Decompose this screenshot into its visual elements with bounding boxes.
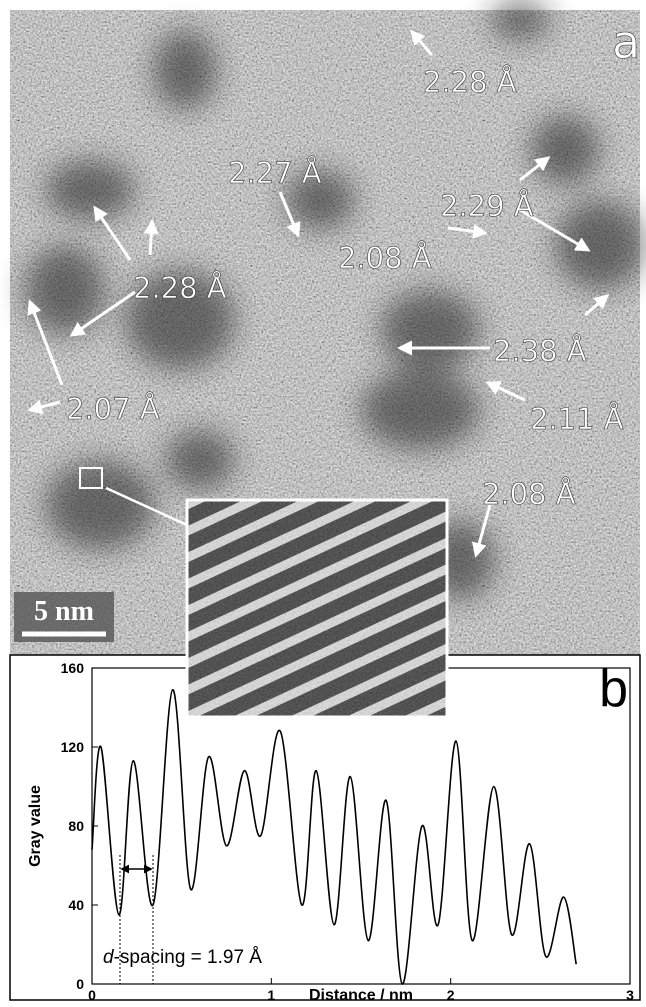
annotation: d-spacing = 1.97 Å [103, 947, 262, 968]
y-tick-label: 160 [61, 660, 85, 676]
spacing-label: 2.08 Å [338, 241, 432, 275]
tem-image: 2.28 Å 2.27 Å 2.29 Å 2.08 Å 2.28 Å 2.38 … [10, 0, 645, 655]
x-axis-label: Distance / nm [309, 987, 413, 1004]
panel-label: b [599, 660, 628, 718]
x-tick-label: 2 [447, 987, 455, 1003]
spacing-label: 2.07 Å [66, 392, 160, 426]
y-tick-label: 80 [68, 818, 84, 834]
x-tick-label: 3 [626, 987, 634, 1003]
spacing-label: 2.28 Å [133, 271, 227, 305]
spacing-label: 2.38 Å [493, 334, 587, 368]
spacing-label: 2.29 Å [440, 189, 534, 223]
y-axis-label: Gray value [27, 785, 44, 867]
y-tick-label: 0 [76, 976, 84, 992]
spacing-label: 2.11 Å [530, 402, 624, 436]
spacing-label: 2.08 Å [482, 477, 576, 511]
y-tick-label: 120 [61, 739, 85, 755]
panel-label: a [612, 15, 640, 69]
scale-bar-label: 5 nm [34, 596, 94, 627]
x-tick-label: 0 [88, 987, 96, 1003]
inset-image [185, 498, 449, 719]
spacing-label: 2.28 Å [423, 65, 517, 99]
spacing-label: 2.27 Å [228, 156, 322, 190]
x-tick-label: 1 [267, 987, 275, 1003]
y-tick-label: 40 [68, 897, 84, 913]
arrows [27, 29, 610, 558]
data-line [91, 688, 577, 985]
